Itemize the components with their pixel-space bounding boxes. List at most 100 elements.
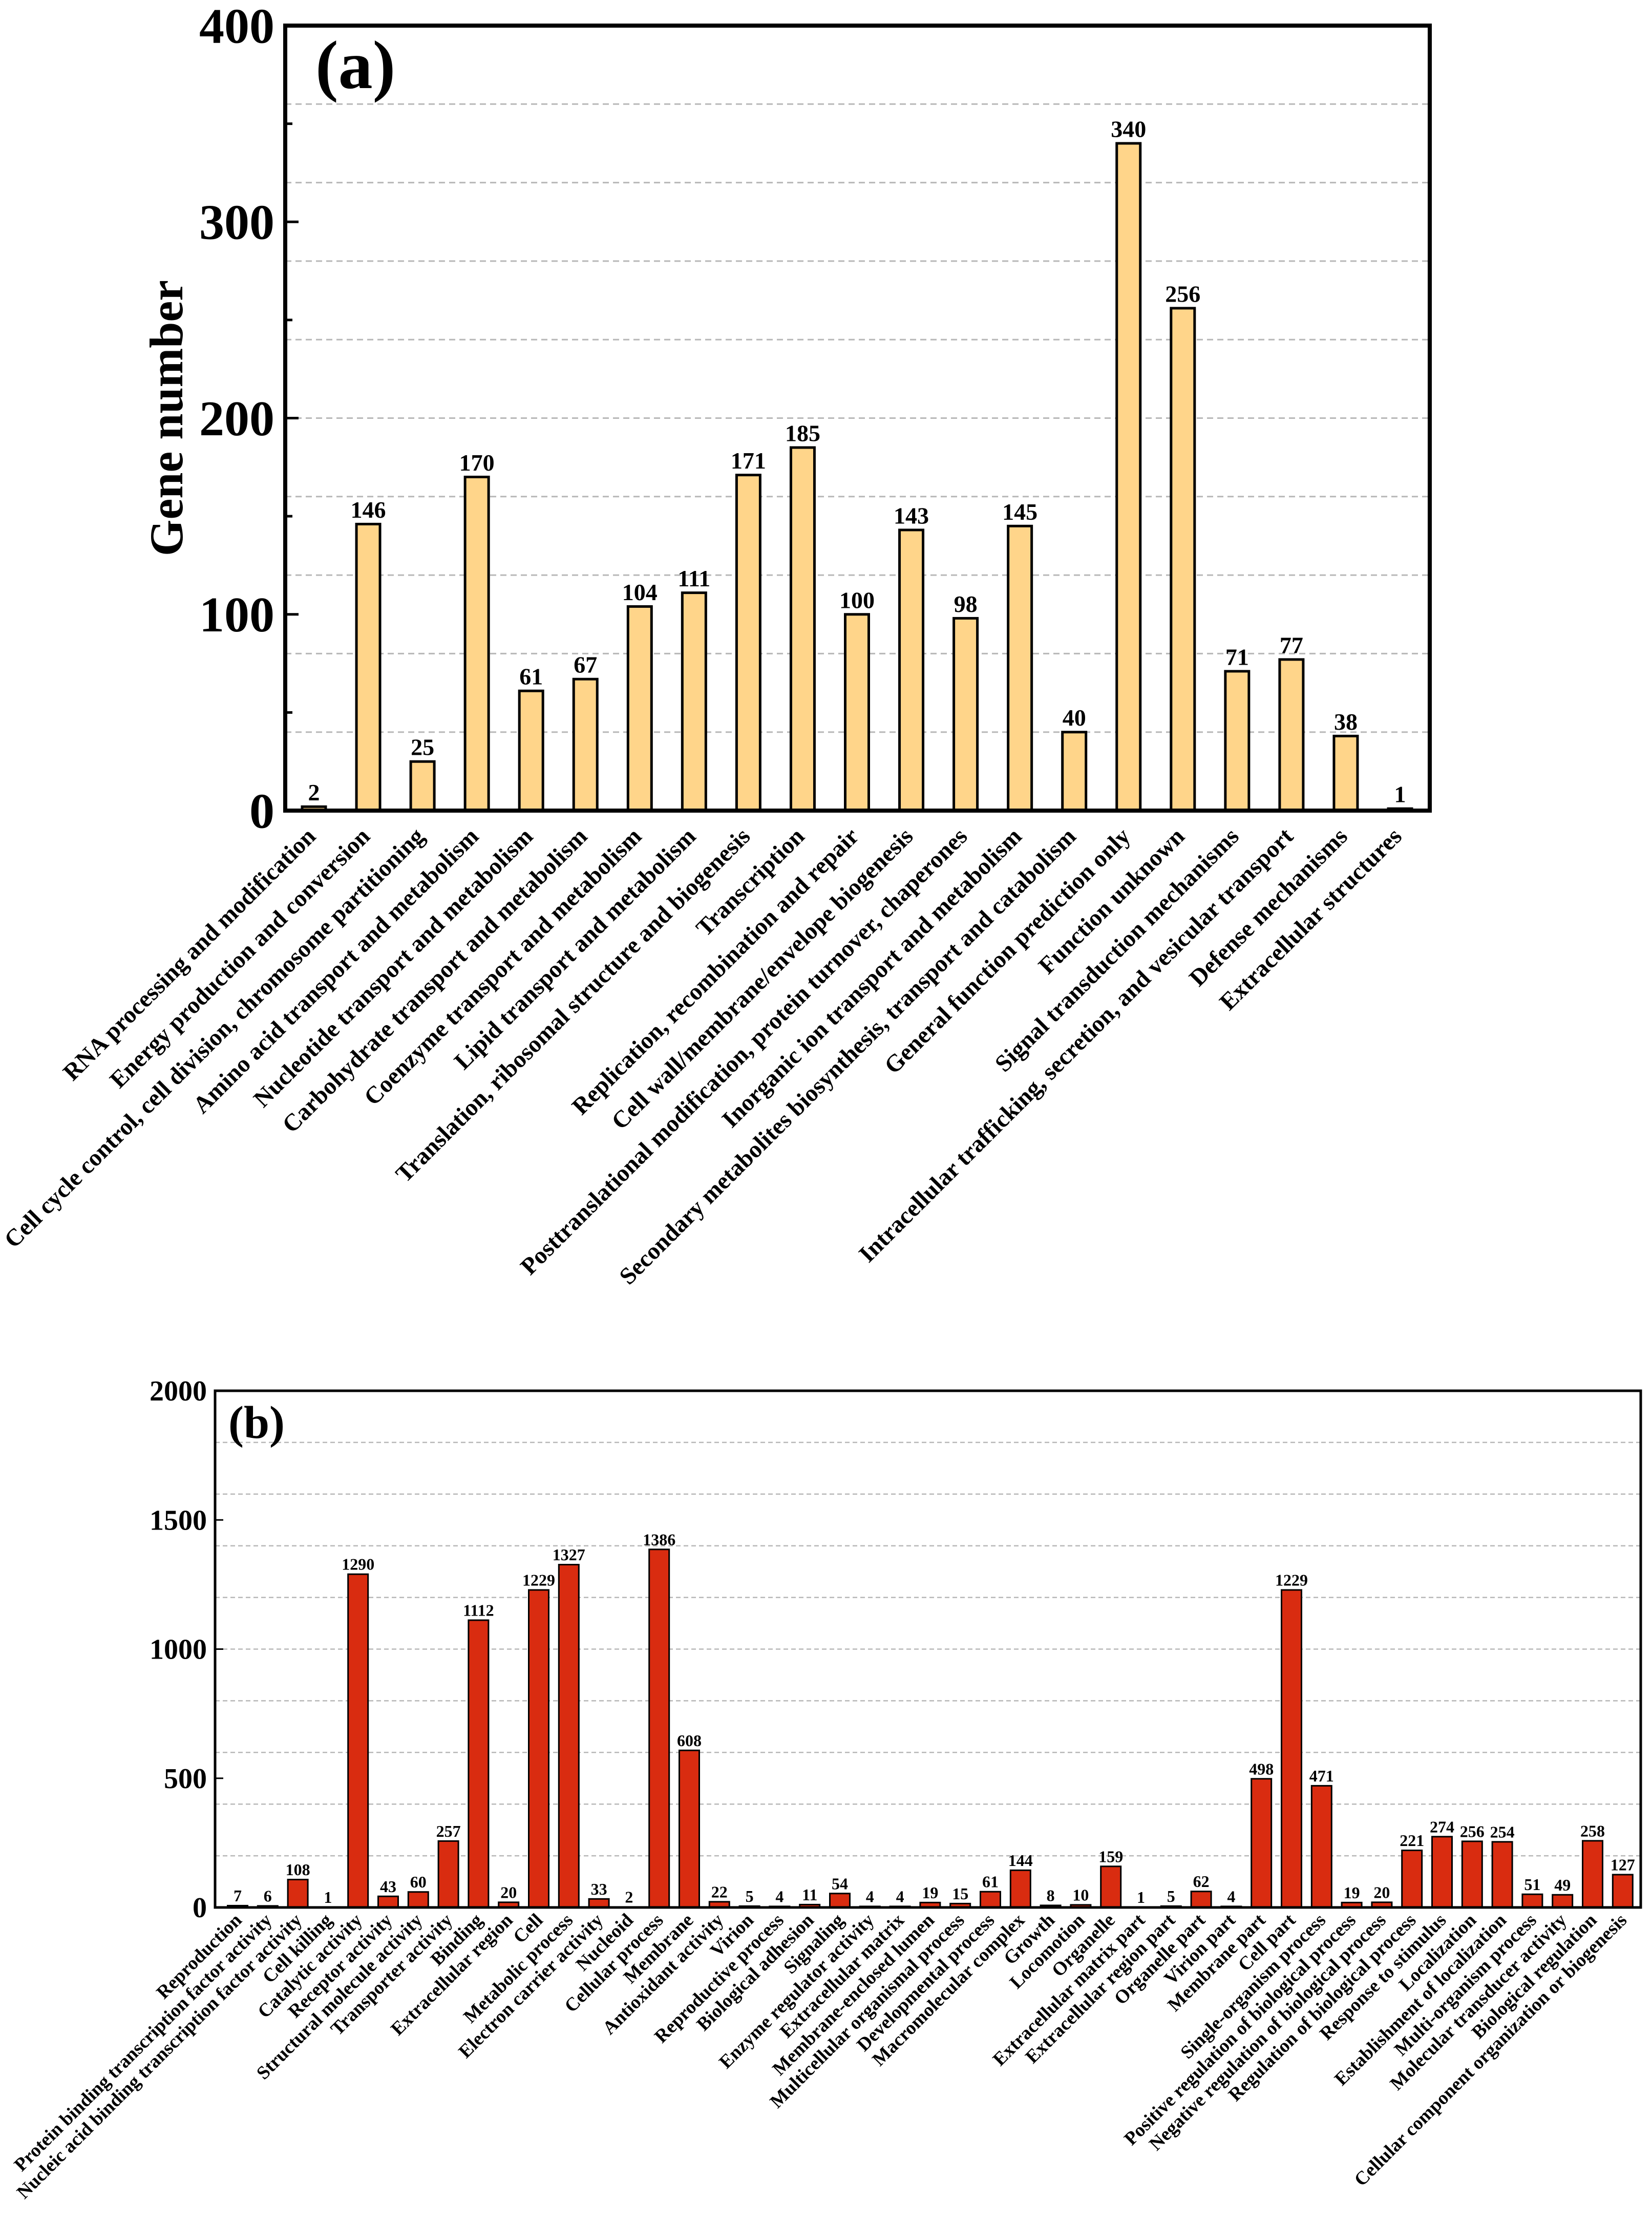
value-label: 111 [677,565,710,591]
value-label: 608 [677,1731,702,1750]
value-label: 20 [1373,1883,1390,1901]
bar [1007,524,1033,812]
value-label: 4 [896,1887,904,1905]
bar [409,760,436,812]
bar [1281,1589,1302,1908]
value-label: 19 [922,1883,938,1902]
y-tick-label: 1000 [150,1634,207,1666]
value-label: 1290 [342,1555,374,1574]
bar [1461,1840,1483,1908]
bar [1278,658,1305,812]
bar [437,1840,459,1908]
y-axis-title: Gene number [140,280,193,556]
y-tick-label: 1500 [150,1504,207,1536]
bar [952,617,979,812]
category-label: Nucleic acid binding transcription facto… [13,1909,306,2203]
value-label: 5 [746,1887,754,1905]
value-label: 1229 [522,1571,555,1589]
value-label: 10 [1072,1885,1089,1904]
bar [1100,1865,1122,1908]
value-label: 61 [519,664,543,690]
bar [1552,1894,1574,1908]
value-label: 144 [1008,1851,1033,1870]
value-label: 38 [1334,709,1358,735]
bar [1491,1841,1513,1908]
y-tick-label: 0 [249,783,274,839]
value-label: 257 [436,1822,461,1840]
value-label: 51 [1524,1875,1540,1894]
value-label: 6 [264,1886,272,1905]
y-tick-label: 200 [199,391,274,447]
value-label: 60 [410,1873,427,1891]
value-label: 127 [1611,1855,1635,1874]
value-label: 71 [1225,644,1249,670]
bar [558,1564,580,1908]
panel-label: (a) [315,27,395,103]
value-label: 2 [625,1887,633,1906]
value-label: 40 [1063,705,1086,731]
value-label: 159 [1098,1847,1123,1865]
y-tick-label: 300 [199,195,274,250]
value-label: 1112 [463,1601,494,1619]
value-label: 145 [1002,499,1037,525]
value-label: 61 [982,1873,999,1891]
bar [1612,1874,1634,1908]
value-label: 1 [324,1888,332,1906]
value-label: 98 [954,591,978,617]
panel-label: (b) [228,1397,285,1448]
bar [518,689,544,812]
bar [1431,1836,1453,1908]
bar [1170,307,1196,812]
bar [1401,1850,1423,1908]
bar [355,522,382,812]
value-label: 62 [1193,1872,1210,1891]
bar [735,474,761,812]
value-label: 143 [894,502,929,528]
bar [1332,734,1359,812]
value-label: 4 [775,1887,783,1905]
bar [829,1893,851,1908]
bar [1310,1785,1332,1908]
bar [1115,142,1142,812]
bar [528,1589,549,1908]
bar [377,1895,399,1908]
value-label: 20 [500,1883,517,1901]
bar [1521,1893,1543,1908]
value-label: 77 [1280,632,1303,658]
bar [844,613,870,812]
value-label: 1 [1137,1888,1145,1906]
value-label: 1386 [643,1530,675,1548]
bar [1061,731,1088,812]
value-label: 67 [574,652,597,678]
value-label: 1229 [1275,1571,1308,1589]
bar [468,1619,490,1908]
value-label: 185 [785,420,820,446]
value-label: 19 [1344,1883,1360,1902]
bar [287,1879,309,1908]
bar [407,1891,429,1908]
bar [1009,1869,1031,1908]
value-label: 221 [1400,1831,1424,1850]
value-label: 100 [839,587,875,613]
value-label: 170 [459,450,495,476]
category-label: Protein binding transcription factor act… [10,1909,277,2176]
value-label: 25 [411,734,434,760]
value-label: 8 [1047,1886,1055,1904]
value-label: 15 [952,1884,968,1903]
value-label: 274 [1430,1817,1454,1836]
bar [572,677,599,812]
value-label: 256 [1165,281,1200,307]
plot-frame [214,1389,1642,1909]
bar [463,475,490,812]
bar [789,446,816,812]
y-tick-label: 400 [199,0,274,54]
bar [1582,1840,1603,1908]
bar [1224,670,1251,812]
value-label: 258 [1580,1821,1605,1840]
value-label: 33 [591,1880,607,1898]
value-label: 108 [286,1860,310,1879]
